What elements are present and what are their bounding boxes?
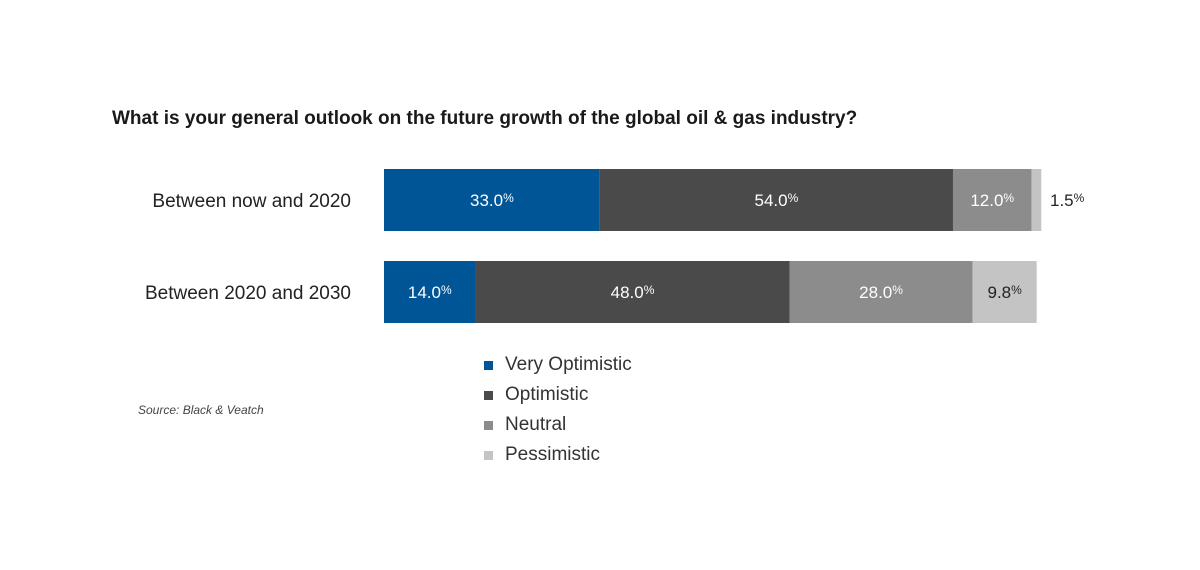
data-label-unit: % (503, 191, 514, 205)
legend-item-pessimistic: Pessimistic (484, 440, 632, 470)
bar-segment (599, 169, 953, 231)
legend-swatch-very-optimistic (484, 360, 493, 370)
bar-segment (972, 261, 1037, 323)
legend-label-neutral: Neutral (505, 414, 567, 435)
data-label: 33.0% (470, 191, 514, 210)
data-label-unit: % (644, 283, 655, 297)
data-label: 54.0% (755, 191, 799, 210)
bar-segment (384, 169, 600, 231)
data-label-unit: % (441, 283, 452, 297)
legend-label-optimistic: Optimistic (505, 384, 589, 405)
source-note: Source: Black & Veatch (138, 403, 264, 417)
data-label: 28.0% (859, 283, 903, 302)
bar-segment (1031, 169, 1042, 231)
data-label-unit: % (788, 191, 799, 205)
legend-item-neutral: Neutral (484, 410, 632, 440)
data-label-unit: % (1074, 191, 1085, 205)
data-label-unit: % (1003, 191, 1014, 205)
chart-title: What is your general outlook on the futu… (112, 108, 858, 129)
data-label: 48.0% (611, 283, 655, 302)
category-label: Between now and 2020 (152, 191, 351, 212)
legend-swatch-pessimistic (484, 450, 493, 460)
legend-swatch-optimistic (484, 390, 493, 400)
category-label: Between 2020 and 2030 (145, 283, 351, 304)
legend: Very Optimistic Optimistic Neutral Pessi… (484, 350, 632, 470)
data-label-unit: % (1011, 283, 1022, 297)
bar-segment (952, 169, 1032, 231)
legend-item-very-optimistic: Very Optimistic (484, 350, 632, 380)
bar-segment (789, 261, 973, 323)
plot-area: Between now and 2020 33.0% 54.0% 12.0% 1.5% B… (145, 169, 1085, 323)
bar-segment (384, 261, 476, 323)
data-label: 1.5% (1050, 191, 1085, 210)
legend-item-optimistic: Optimistic (484, 380, 632, 410)
data-label-unit: % (892, 283, 903, 297)
data-label: 12.0% (970, 191, 1014, 210)
legend-label-pessimistic: Pessimistic (505, 444, 601, 465)
legend-label-very-optimistic: Very Optimistic (505, 354, 632, 375)
bar-segment (475, 261, 790, 323)
data-label: 14.0% (408, 283, 452, 302)
legend-swatch-neutral (484, 420, 493, 430)
